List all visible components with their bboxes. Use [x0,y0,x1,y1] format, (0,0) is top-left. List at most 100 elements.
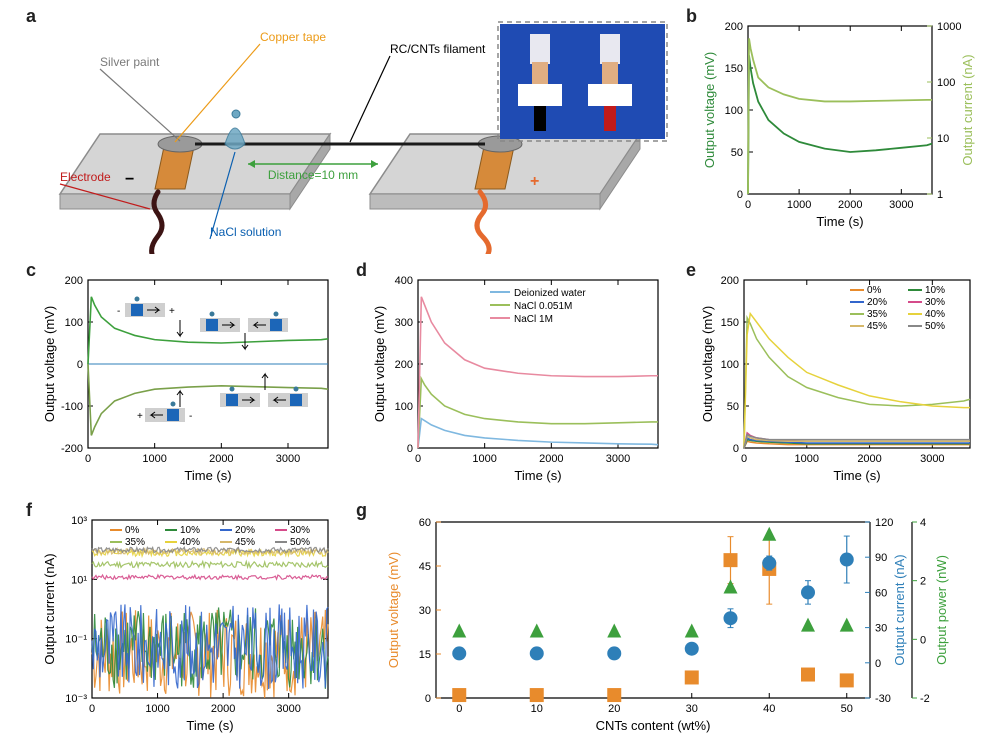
svg-text:200: 200 [721,275,739,287]
svg-text:1000: 1000 [787,199,811,211]
svg-text:3000: 3000 [276,453,300,465]
svg-text:Deionized water: Deionized water [514,288,586,299]
panel-label-d: d [356,260,367,281]
svg-text:30%: 30% [290,525,310,536]
svg-text:3000: 3000 [606,453,630,465]
svg-text:0: 0 [456,703,462,715]
panel-label-e: e [686,260,696,281]
svg-text:1000: 1000 [795,453,819,465]
svg-text:10⁻³: 10⁻³ [65,693,87,705]
svg-text:NaCl 0.051M: NaCl 0.051M [514,301,572,312]
svg-text:+: + [169,306,175,317]
svg-text:10: 10 [937,133,949,145]
svg-text:200: 200 [395,359,413,371]
svg-text:Electrode: Electrode [60,170,111,184]
svg-text:10%: 10% [180,525,200,536]
svg-text:120: 120 [875,517,893,529]
svg-text:NaCl 1M: NaCl 1M [514,314,553,325]
svg-text:60: 60 [419,517,431,529]
svg-text:0%: 0% [867,285,882,296]
svg-text:2000: 2000 [857,453,881,465]
svg-text:2: 2 [920,576,926,588]
svg-text:2000: 2000 [211,703,235,715]
svg-text:100: 100 [721,359,739,371]
svg-text:0: 0 [407,443,413,455]
svg-text:Time (s): Time (s) [816,214,863,229]
svg-text:40: 40 [763,703,775,715]
svg-text:RC/CNTs filament: RC/CNTs filament [390,42,486,56]
svg-text:35%: 35% [867,309,887,320]
svg-text:45%: 45% [235,537,255,548]
svg-text:-: - [189,411,192,422]
svg-text:30%: 30% [925,297,945,308]
panel-a-svg: Distance=10 mm−+Silver paintCopper tapeR… [30,14,680,254]
panel-a: Distance=10 mm−+Silver paintCopper tapeR… [30,14,680,254]
svg-text:Output voltage (mV): Output voltage (mV) [386,552,401,668]
svg-text:Time (s): Time (s) [514,468,561,483]
svg-text:+: + [137,411,143,422]
svg-text:200: 200 [65,275,83,287]
svg-text:40%: 40% [925,309,945,320]
svg-text:3000: 3000 [920,453,944,465]
panel-d-svg: 01000200030000100200300400Time (s)Output… [370,270,670,485]
panel-d: 01000200030000100200300400Time (s)Output… [370,270,670,485]
panel-g-svg: 01020304050015304560-300306090120-2024CN… [380,510,980,735]
svg-text:-: - [117,306,120,317]
svg-text:1000: 1000 [937,21,961,33]
svg-text:Time (s): Time (s) [833,468,880,483]
svg-text:35%: 35% [125,537,145,548]
svg-text:2000: 2000 [539,453,563,465]
svg-text:Output voltage (mV): Output voltage (mV) [372,306,387,422]
svg-text:400: 400 [395,275,413,287]
svg-text:+: + [530,173,539,190]
svg-text:Output voltage (mV): Output voltage (mV) [700,306,715,422]
svg-text:0: 0 [85,453,91,465]
svg-text:100: 100 [65,317,83,329]
panel-c-svg: 0100020003000-200-1000100200Time (s)Outp… [40,270,340,485]
svg-text:20%: 20% [235,525,255,536]
panel-f-svg: 010002000300010⁻³10⁻¹10¹10³Time (s)Outpu… [40,510,340,735]
panel-f: 010002000300010⁻³10⁻¹10¹10³Time (s)Outpu… [40,510,340,735]
panel-b-svg: 01000200030000501001502001101001000Time … [700,14,980,234]
figure-root: a b c d e f g Distance=10 mm−+Silver pai… [0,0,1000,751]
svg-text:-100: -100 [61,401,83,413]
svg-text:CNTs content (wt%): CNTs content (wt%) [596,718,711,733]
svg-text:Time (s): Time (s) [184,468,231,483]
svg-text:10¹: 10¹ [71,574,87,586]
svg-text:20: 20 [608,703,620,715]
svg-text:0: 0 [733,443,739,455]
svg-text:0: 0 [77,359,83,371]
svg-text:−: − [125,171,134,188]
svg-text:Time (s): Time (s) [186,718,233,733]
svg-text:90: 90 [875,552,887,564]
svg-text:NaCl solution: NaCl solution [210,225,281,239]
svg-text:50%: 50% [290,537,310,548]
svg-text:0: 0 [737,189,743,201]
svg-text:0: 0 [745,199,751,211]
panel-c: 0100020003000-200-1000100200Time (s)Outp… [40,270,340,485]
svg-text:45: 45 [419,561,431,573]
svg-text:Output voltage (mV): Output voltage (mV) [702,52,717,168]
svg-text:3000: 3000 [889,199,913,211]
svg-text:Silver paint: Silver paint [100,55,160,69]
svg-text:Copper tape: Copper tape [260,30,326,44]
panel-e-svg: 0100020003000050100150200Time (s)Output … [700,270,980,485]
svg-text:4: 4 [920,517,926,529]
panel-e: 0100020003000050100150200Time (s)Output … [700,270,980,485]
svg-text:Output power (nW): Output power (nW) [934,555,949,665]
svg-text:20%: 20% [867,297,887,308]
svg-text:-2: -2 [920,693,930,705]
svg-text:100: 100 [937,77,955,89]
svg-text:60: 60 [875,587,887,599]
panel-g: 01020304050015304560-300306090120-2024CN… [380,510,980,735]
svg-text:2000: 2000 [838,199,862,211]
svg-text:2000: 2000 [209,453,233,465]
svg-text:30: 30 [419,605,431,617]
svg-text:40%: 40% [180,537,200,548]
svg-text:150: 150 [721,317,739,329]
panel-label-f: f [26,500,32,521]
svg-text:45%: 45% [867,321,887,332]
svg-text:50%: 50% [925,321,945,332]
svg-text:Output current (nA): Output current (nA) [892,554,907,665]
panel-label-b: b [686,6,697,27]
